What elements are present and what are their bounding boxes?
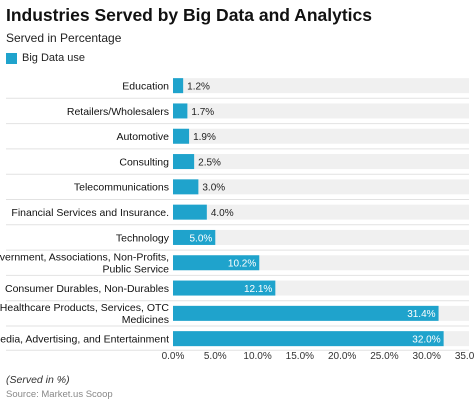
value-label: 1.7% — [191, 107, 214, 118]
value-label: 4.0% — [211, 208, 234, 219]
x-tick-label: 0.0% — [162, 351, 185, 362]
category-label: Healthcare Products, Services, OTC Medici… — [0, 302, 169, 326]
bar — [173, 280, 276, 296]
bar — [173, 154, 195, 170]
category-label: Financial Services and Insurance. — [11, 207, 169, 219]
bar-track — [173, 103, 469, 119]
bar — [173, 331, 444, 347]
category-label: Consumer Durables, Non-Durables — [5, 283, 169, 295]
category-label: Education — [122, 80, 169, 92]
row-separators — [6, 97, 469, 351]
bar — [173, 305, 439, 321]
value-label: 1.2% — [187, 81, 210, 92]
x-tick-label: 5.0% — [204, 351, 227, 362]
category-label: Retailers/Wholesalers — [67, 106, 169, 118]
bar — [173, 229, 216, 245]
footnote: (Served in %) — [6, 374, 70, 386]
value-label: 10.2% — [228, 259, 256, 270]
category-label: Consulting — [119, 156, 169, 168]
value-label: 31.4% — [407, 309, 435, 320]
bar-track — [173, 154, 469, 170]
value-label: 2.5% — [198, 157, 221, 168]
legend: Big Data use — [6, 52, 85, 64]
value-label: 5.0% — [189, 233, 212, 244]
bar — [173, 128, 190, 144]
value-label: 12.1% — [244, 284, 272, 295]
category-label: Technology — [116, 232, 170, 244]
x-tick-label: 30.0% — [413, 351, 441, 362]
chart-title: Industries Served by Big Data and Analyt… — [6, 5, 372, 25]
legend-swatch — [6, 52, 17, 64]
bar-track — [173, 229, 469, 245]
value-label: 32.0% — [412, 334, 440, 345]
value-labels: 1.2% 1.7% 1.9% 2.5% 3.0% 4.0% 5.0% 10.2% 12.1% 31… — [187, 81, 441, 345]
x-tick-label: 20.0% — [328, 351, 356, 362]
bar — [173, 78, 184, 94]
bar — [173, 179, 199, 195]
legend-label: Big Data use — [22, 52, 85, 64]
bar-track — [173, 128, 469, 144]
x-tick-label: 15.0% — [286, 351, 314, 362]
category-label: Media, Advertising, and Entertainment — [0, 333, 169, 345]
bar — [173, 103, 188, 119]
bar-track — [173, 179, 469, 195]
category-label: Telecommunications — [74, 182, 169, 194]
bar — [173, 204, 207, 220]
bar-track — [173, 78, 469, 94]
category-labels: Education Retailers/Wholesalers Automotive… — [0, 80, 170, 345]
category-label: Automotive — [116, 131, 169, 143]
x-axis-ticks: 0.0% 5.0% 10.0% 15.0% 20.0% 25.0% 30.0% 35.0% — [162, 351, 474, 362]
bar-track — [173, 204, 469, 220]
bar — [173, 255, 260, 271]
value-label: 3.0% — [202, 183, 225, 194]
chart-subtitle: Served in Percentage — [6, 31, 122, 45]
x-tick-label: 25.0% — [370, 351, 398, 362]
value-label: 1.9% — [193, 132, 216, 143]
source-note: Source: Market.us Scoop — [6, 389, 113, 400]
x-tick-label: 10.0% — [243, 351, 271, 362]
x-tick-label: 35.0% — [455, 351, 474, 362]
bars — [173, 78, 444, 347]
category-label: Government, Associations, Non-Profits, Pu… — [0, 252, 169, 276]
